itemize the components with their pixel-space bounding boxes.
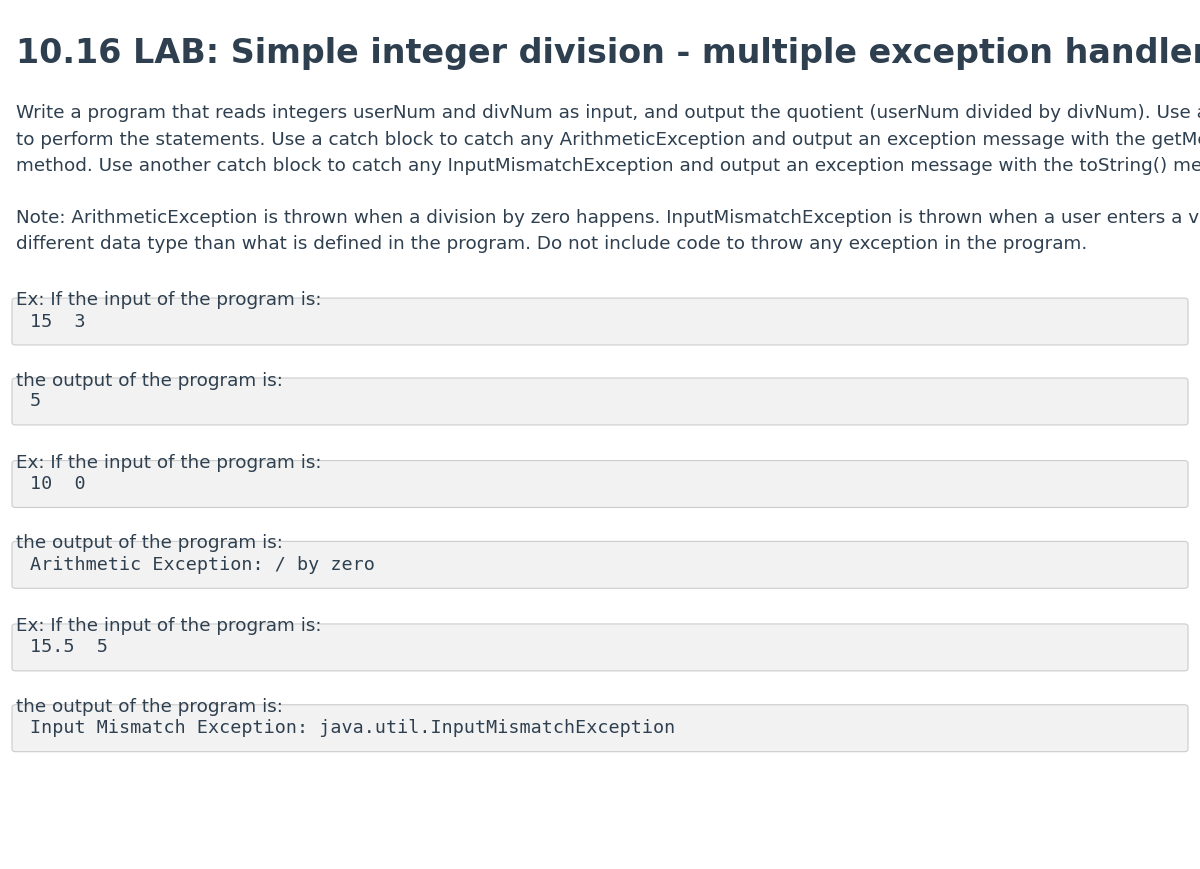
Text: Ex: If the input of the program is:: Ex: If the input of the program is: [16, 617, 322, 635]
Text: Arithmetic Exception: / by zero: Arithmetic Exception: / by zero [30, 556, 374, 574]
Text: 15.5  5: 15.5 5 [30, 639, 108, 656]
Text: the output of the program is:: the output of the program is: [16, 698, 282, 716]
Text: 5: 5 [30, 393, 41, 410]
Text: 15  3: 15 3 [30, 313, 85, 330]
FancyBboxPatch shape [12, 461, 1188, 507]
Text: 10  0: 10 0 [30, 475, 85, 493]
Text: Ex: If the input of the program is:: Ex: If the input of the program is: [16, 454, 322, 472]
FancyBboxPatch shape [12, 541, 1188, 588]
FancyBboxPatch shape [12, 624, 1188, 671]
Text: the output of the program is:: the output of the program is: [16, 534, 282, 553]
Text: Note: ArithmeticException is thrown when a division by zero happens. InputMismat: Note: ArithmeticException is thrown when… [16, 209, 1200, 253]
Text: Write a program that reads integers userNum and divNum as input, and output the : Write a program that reads integers user… [16, 104, 1200, 175]
Text: Ex: If the input of the program is:: Ex: If the input of the program is: [16, 291, 322, 309]
FancyBboxPatch shape [12, 378, 1188, 425]
Text: the output of the program is:: the output of the program is: [16, 372, 282, 390]
FancyBboxPatch shape [12, 298, 1188, 345]
FancyBboxPatch shape [12, 705, 1188, 752]
Text: 10.16 LAB: Simple integer division - multiple exception handlers: 10.16 LAB: Simple integer division - mul… [16, 37, 1200, 70]
Text: Input Mismatch Exception: java.util.InputMismatchException: Input Mismatch Exception: java.util.Inpu… [30, 720, 676, 737]
